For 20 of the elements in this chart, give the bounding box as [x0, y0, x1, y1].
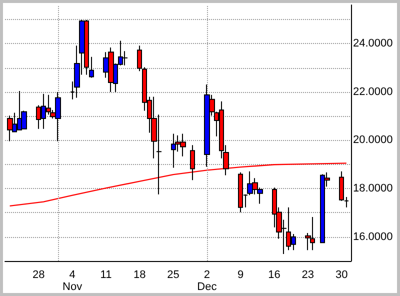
- candlestick: [344, 196, 349, 208]
- x-tick-label: 25: [167, 269, 180, 281]
- x-tick-label: 18: [134, 269, 146, 281]
- x-tick-label: 16: [268, 269, 280, 281]
- candlestick: [7, 115, 13, 142]
- x-tick-label: 23: [302, 269, 314, 281]
- candlestick: [339, 170, 344, 202]
- x-tick-label: 28: [32, 269, 45, 281]
- y-tick-label: 24.0000: [353, 38, 393, 50]
- x-tick-label: 9: [238, 269, 244, 281]
- x-tick-label: 11: [100, 269, 112, 281]
- x-tick-label: 30: [335, 269, 348, 281]
- x-tick-label: 4 Nov: [62, 269, 83, 293]
- candlestick: [89, 56, 94, 78]
- candlestick: [171, 133, 176, 168]
- y-tick-label: 18.0000: [353, 182, 393, 195]
- x-tick-label: 2 Dec: [197, 269, 218, 293]
- y-tick-label: 16.0000: [353, 230, 393, 243]
- y-tick-label: 20.0000: [353, 134, 393, 146]
- y-tick-label: 22.0000: [353, 86, 393, 98]
